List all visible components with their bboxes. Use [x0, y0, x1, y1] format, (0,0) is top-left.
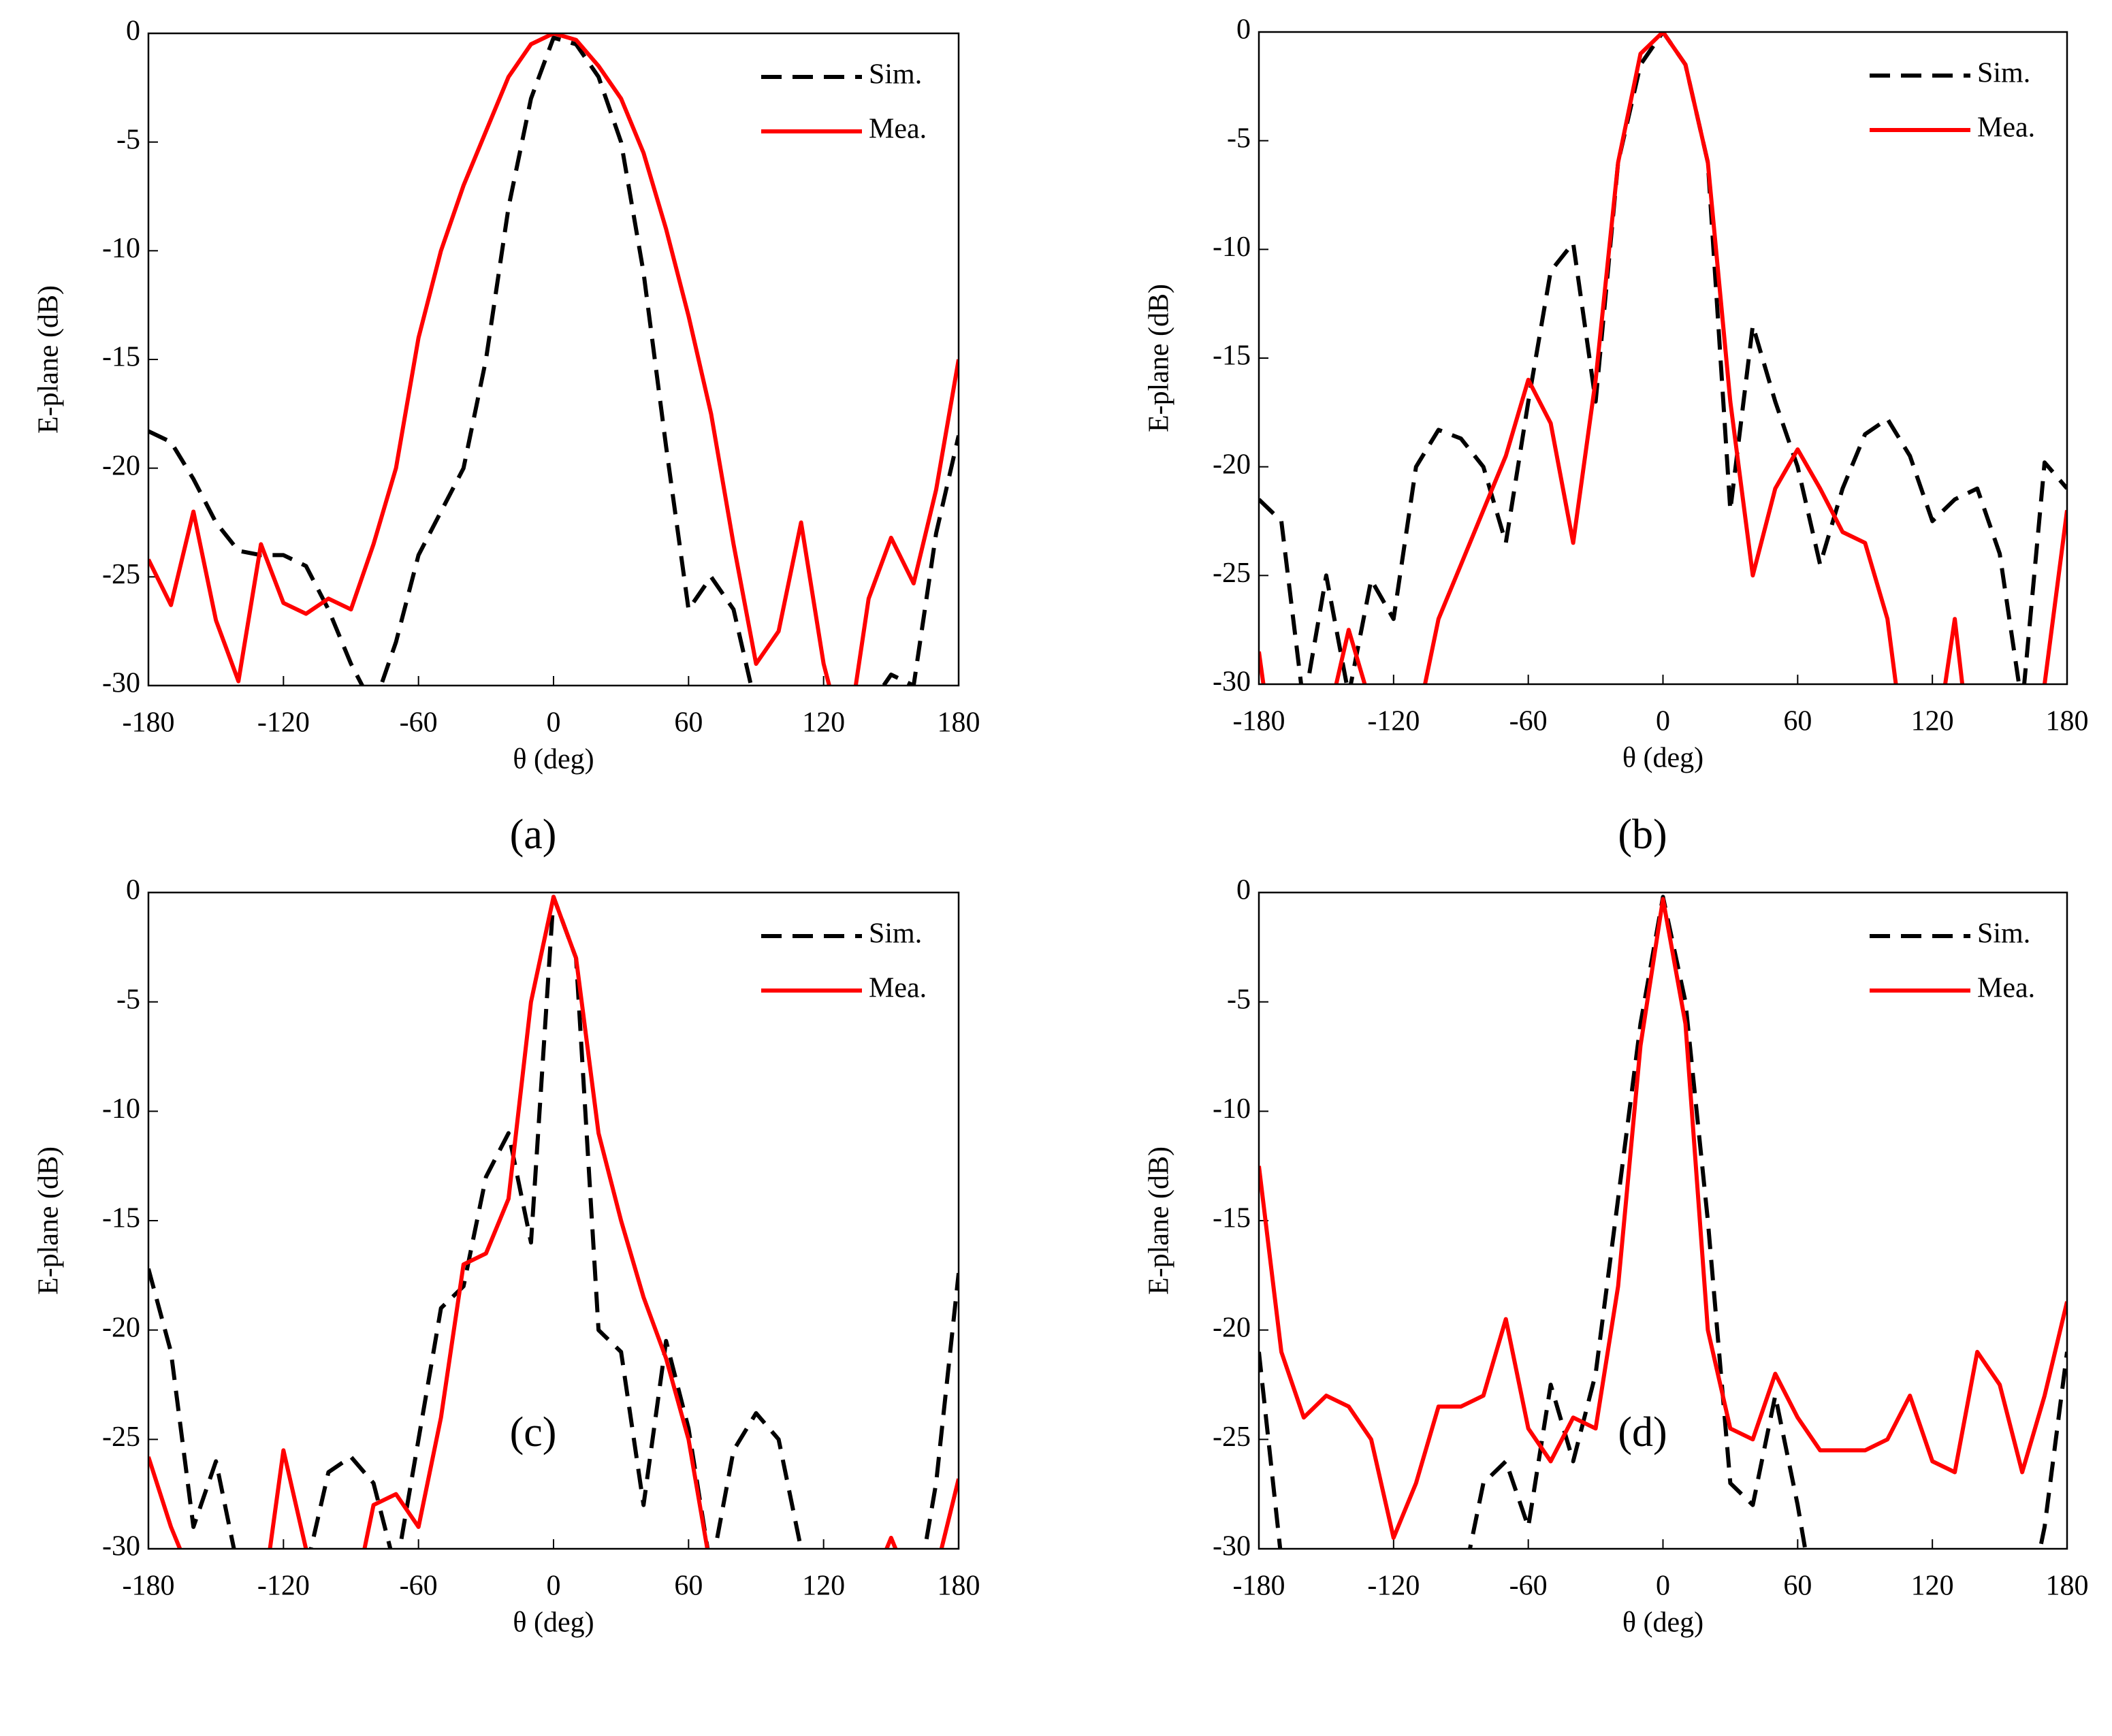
series-line — [148, 895, 959, 1549]
x-tick-label: 0 — [1656, 706, 1670, 737]
x-tick-label: -120 — [257, 707, 310, 739]
x-axis-label: θ (deg) — [513, 744, 594, 775]
x-tick-label: 180 — [938, 707, 980, 739]
x-tick-label: 120 — [1911, 1571, 1954, 1602]
y-tick-label: -15 — [102, 342, 140, 373]
x-axis-label: θ (deg) — [1622, 1607, 1703, 1639]
y-tick-label: -30 — [102, 1531, 140, 1562]
panel: -180 -120 -60 0 60 120 180 -30 -25 -20 -15 -10 -5 0 Si… — [33, 16, 980, 858]
y-tick-label: -20 — [102, 1312, 140, 1343]
y-tick-label: -5 — [116, 984, 140, 1015]
plot-lines — [148, 33, 959, 686]
y-tick-label: -25 — [102, 559, 140, 590]
panel: -180 -120 -60 0 60 120 180 -30 -25 -20 -15 -10 -5 0 Si… — [1144, 14, 2089, 858]
plot-frame — [1258, 31, 2068, 686]
y-tick-label: -15 — [102, 1203, 140, 1234]
plot-lines — [1259, 32, 2067, 684]
x-tick-label: 120 — [802, 707, 845, 739]
x-tick-label: 120 — [1911, 706, 1954, 737]
x-tick-label: -180 — [1233, 1571, 1285, 1602]
y-tick-label: -15 — [1213, 1203, 1251, 1234]
y-axis-label: E-plane (dB) — [33, 285, 65, 434]
x-tick-label: -60 — [400, 707, 438, 739]
series-line — [1259, 895, 2067, 1549]
y-tick-label: -5 — [116, 124, 140, 155]
y-tick-label: -30 — [1213, 1531, 1251, 1562]
panel: -180 -120 -60 0 60 120 180 -30 -25 -20 -15 -10 -5 0 Si… — [33, 875, 980, 1639]
y-tick-label: 0 — [1236, 875, 1251, 906]
x-tick-label: -180 — [1233, 706, 1285, 737]
panel: -180 -120 -60 0 60 120 180 -30 -25 -20 -15 -10 -5 0 Si… — [1144, 875, 2089, 1639]
legend-label: Mea. — [1977, 112, 2035, 144]
y-tick-label: -10 — [1213, 1093, 1251, 1125]
series-line — [148, 895, 959, 1549]
legend-label: Sim. — [1977, 58, 2030, 89]
y-tick-label: -30 — [1213, 666, 1251, 698]
x-tick-label: 0 — [547, 1571, 561, 1602]
plot-frame — [147, 32, 960, 687]
x-axis-label: θ (deg) — [1622, 743, 1703, 774]
plot-lines — [1259, 895, 2067, 1549]
x-tick-label: -180 — [123, 707, 175, 739]
y-tick-label: -10 — [102, 1093, 140, 1125]
x-tick-label: 180 — [938, 1571, 980, 1602]
y-tick-label: -25 — [1213, 558, 1251, 589]
x-tick-label: 0 — [1656, 1571, 1670, 1602]
x-tick-label: 180 — [2046, 1571, 2089, 1602]
y-tick-label: -10 — [102, 233, 140, 264]
x-tick-label: 60 — [1783, 706, 1812, 737]
x-tick-label: -180 — [123, 1571, 175, 1602]
y-tick-label: -5 — [1227, 984, 1251, 1015]
y-tick-label: -20 — [1213, 449, 1251, 480]
x-tick-label: 60 — [674, 1571, 703, 1602]
y-axis-label: E-plane (dB) — [33, 1146, 65, 1295]
series-line — [1259, 32, 2067, 684]
x-tick-label: -60 — [400, 1571, 438, 1602]
series-line — [148, 33, 959, 686]
caption: (d) — [1618, 1409, 1667, 1456]
y-tick-label: -10 — [1213, 231, 1251, 263]
y-tick-label: -25 — [1213, 1421, 1251, 1453]
y-axis-label: E-plane (dB) — [1144, 1146, 1175, 1295]
y-tick-label: -15 — [1213, 340, 1251, 372]
legend-label: Sim. — [1977, 918, 2030, 950]
y-tick-label: -25 — [102, 1421, 140, 1453]
legend-label: Mea. — [1977, 973, 2035, 1004]
x-tick-label: -60 — [1509, 706, 1548, 737]
y-tick-label: -5 — [1227, 123, 1251, 154]
x-tick-label: -120 — [257, 1571, 310, 1602]
x-tick-label: 120 — [802, 1571, 845, 1602]
caption: (b) — [1618, 811, 1667, 858]
series-line — [1259, 897, 2067, 1540]
legend-label: Sim. — [869, 918, 922, 950]
y-tick-label: 0 — [126, 875, 140, 906]
plot-frame — [147, 891, 960, 1550]
legend-label: Mea. — [869, 114, 927, 145]
y-axis-label: E-plane (dB) — [1144, 284, 1175, 432]
x-tick-label: 0 — [547, 707, 561, 739]
x-axis-label: θ (deg) — [513, 1607, 594, 1639]
y-tick-label: -30 — [102, 668, 140, 699]
x-tick-label: -60 — [1509, 1571, 1548, 1602]
caption: (c) — [510, 1409, 557, 1456]
y-tick-label: -20 — [102, 450, 140, 481]
x-tick-label: -120 — [1367, 1571, 1420, 1602]
series-line — [1259, 32, 2067, 684]
x-tick-label: 60 — [674, 707, 703, 739]
legend-label: Sim. — [869, 59, 922, 91]
series-line — [148, 35, 959, 686]
x-tick-label: 180 — [2046, 706, 2089, 737]
x-tick-label: 60 — [1783, 1571, 1812, 1602]
x-tick-label: -120 — [1367, 706, 1420, 737]
plot-lines — [148, 895, 959, 1549]
y-tick-label: 0 — [126, 16, 140, 47]
plot-frame — [1258, 891, 2068, 1550]
caption: (a) — [510, 811, 557, 858]
y-tick-label: -20 — [1213, 1312, 1251, 1343]
legend-label: Mea. — [869, 973, 927, 1004]
y-tick-label: 0 — [1236, 14, 1251, 46]
